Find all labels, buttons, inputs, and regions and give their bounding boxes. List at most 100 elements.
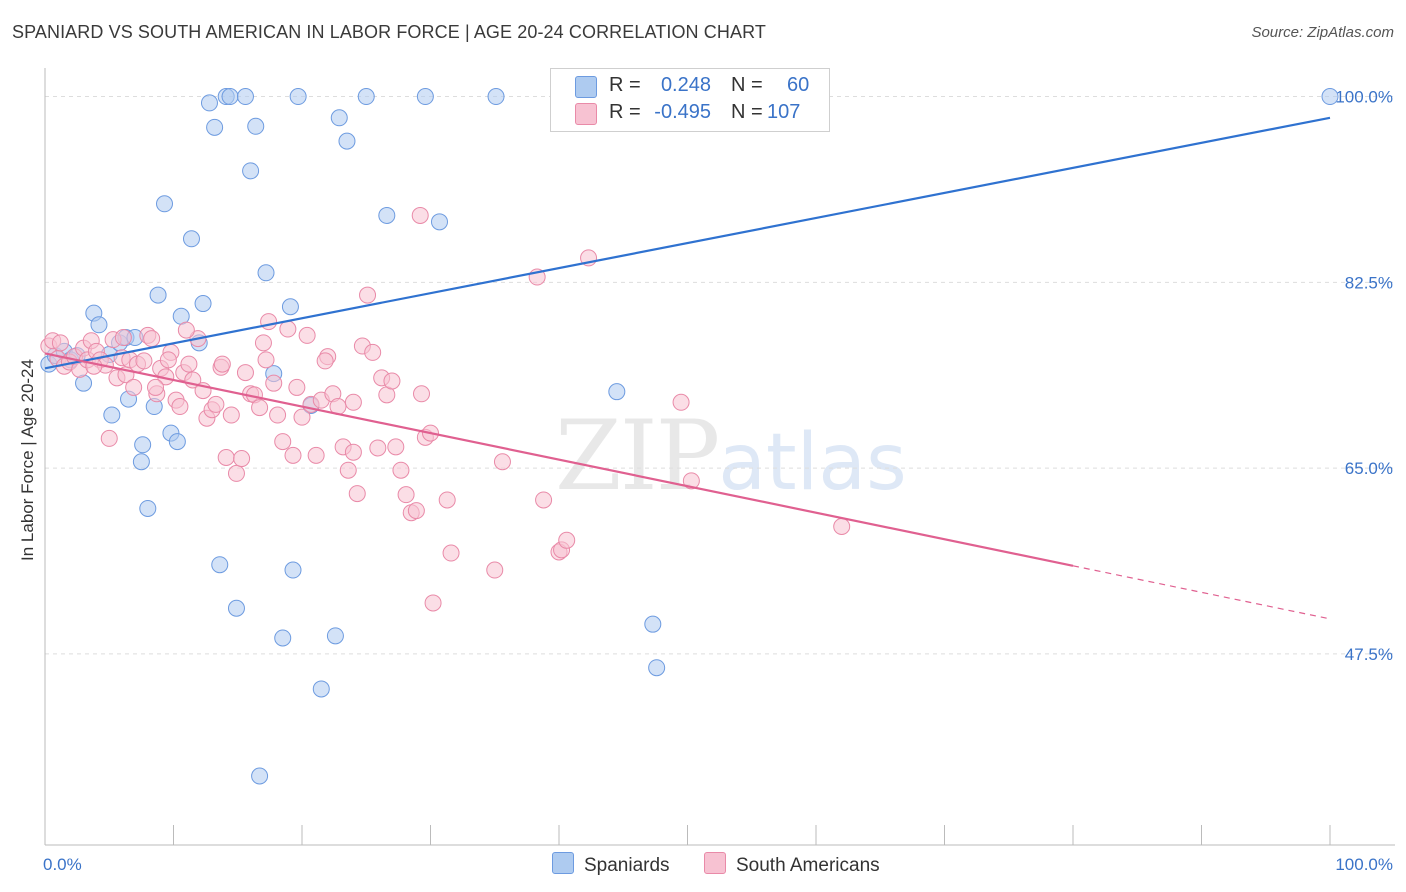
watermark-zip: ZIP <box>555 400 720 512</box>
chart-title: SPANIARD VS SOUTH AMERICAN IN LABOR FORC… <box>12 22 766 42</box>
south-american-point <box>269 406 287 424</box>
spaniard-point <box>251 767 269 785</box>
bottom-legend-label: South Americans <box>736 855 880 876</box>
south-american-point <box>257 351 275 369</box>
spaniard-point <box>487 88 505 106</box>
south-american-point <box>364 343 382 361</box>
spaniard-point <box>103 406 121 424</box>
south-american-point <box>442 544 460 562</box>
spaniard-point <box>242 162 260 180</box>
spaniard-point <box>227 599 245 617</box>
legend-n-value: 60 <box>787 74 810 96</box>
y-axis-label: In Labor Force | Age 20-24 <box>18 359 37 561</box>
south-american-point <box>535 491 553 509</box>
south-american-point <box>293 408 311 426</box>
south-american-point <box>251 399 269 417</box>
south-american-point <box>125 378 143 396</box>
south-american-point <box>558 531 576 549</box>
spaniard-point <box>430 213 448 231</box>
spaniard-point <box>139 499 157 517</box>
south-american-point <box>254 334 272 352</box>
south-american-point <box>284 446 302 464</box>
spaniard-point <box>326 627 344 645</box>
legend-swatch-blue <box>575 76 597 98</box>
south-american-point <box>833 518 851 536</box>
south-american-point <box>217 449 235 466</box>
south-american-point <box>135 352 153 370</box>
spaniard-point <box>132 453 150 471</box>
south-american-point <box>348 485 366 503</box>
legend-swatch-pink <box>575 103 597 125</box>
legend-n-value: 107 <box>767 101 801 123</box>
south-american-point <box>493 453 511 471</box>
spaniard-trendline <box>44 116 1331 370</box>
south-american-point <box>307 446 325 464</box>
south-american-point <box>344 443 362 461</box>
source-credit: Source: ZipAtlas.com <box>1251 24 1394 41</box>
south-american-point <box>407 502 425 520</box>
south-american-point <box>159 351 177 369</box>
south-american-point <box>114 329 132 347</box>
south-american-point <box>383 372 401 390</box>
spaniard-point <box>200 94 218 112</box>
y-tick-label: 65.0% <box>1345 459 1393 478</box>
y-tick-label: 82.5% <box>1345 273 1393 292</box>
south-american-point <box>316 352 334 370</box>
spaniard-point <box>149 286 167 304</box>
spaniard-point <box>257 264 275 282</box>
south-american-point <box>486 561 504 579</box>
x-tick-label: 0.0% <box>43 855 82 874</box>
south-american-point <box>207 395 225 413</box>
legend-n-label: N = <box>731 101 763 123</box>
legend-r-label: R = <box>609 101 641 123</box>
south-american-point <box>227 464 245 482</box>
spaniard-point <box>284 561 302 579</box>
watermark: ZIPatlas <box>555 400 907 512</box>
spaniard-point <box>330 109 348 127</box>
spaniard-point <box>312 680 330 698</box>
bottom-legend-south-americans: South Americans <box>704 852 880 877</box>
south-american-point <box>265 374 283 392</box>
bottom-legend-swatch-blue <box>552 852 574 874</box>
south-american-point <box>213 355 231 373</box>
south-american-point <box>392 461 410 479</box>
legend-row-south-americans: R = -0.495 N = 107 <box>551 100 829 126</box>
spaniard-point <box>156 195 174 213</box>
bottom-legend-spaniards: Spaniards <box>552 852 670 877</box>
spaniard-point <box>211 556 229 574</box>
south-american-point <box>236 364 254 382</box>
south-american-point <box>397 486 415 504</box>
spaniard-point <box>608 383 626 401</box>
south-american-point <box>344 393 362 411</box>
spaniard-point <box>274 629 292 647</box>
y-tick-label: 100.0% <box>1335 88 1393 107</box>
legend-r-value: -0.495 <box>654 101 711 123</box>
spaniard-point <box>338 132 356 150</box>
south-american-point <box>672 393 690 411</box>
south-american-trendline-extension <box>1072 565 1331 620</box>
legend-r-value: 0.248 <box>660 74 711 96</box>
x-tick-label: 100.0% <box>1335 855 1393 874</box>
correlation-legend: R = 0.248 N = 60 R = -0.495 N = 107 <box>550 68 830 132</box>
south-american-point <box>413 385 431 403</box>
south-american-point <box>222 406 240 424</box>
south-american-point <box>51 334 69 352</box>
south-american-point <box>424 594 442 612</box>
south-american-point <box>359 286 377 304</box>
spaniard-point <box>378 206 396 224</box>
south-american-point <box>274 433 292 451</box>
bottom-legend-swatch-pink <box>704 852 726 874</box>
south-american-point <box>180 355 198 373</box>
spaniard-point <box>1321 88 1339 106</box>
south-american-point <box>298 326 316 344</box>
spaniard-point <box>281 298 299 316</box>
south-american-point <box>411 206 429 224</box>
south-american-point <box>177 321 195 339</box>
spaniard-point <box>357 88 375 106</box>
spaniard-point <box>247 117 265 135</box>
legend-r-label: R = <box>609 74 641 96</box>
spaniard-point <box>648 659 666 677</box>
legend-n-label: N = <box>731 74 763 96</box>
south-american-point <box>682 472 700 490</box>
bottom-legend-label: Spaniards <box>584 855 670 876</box>
